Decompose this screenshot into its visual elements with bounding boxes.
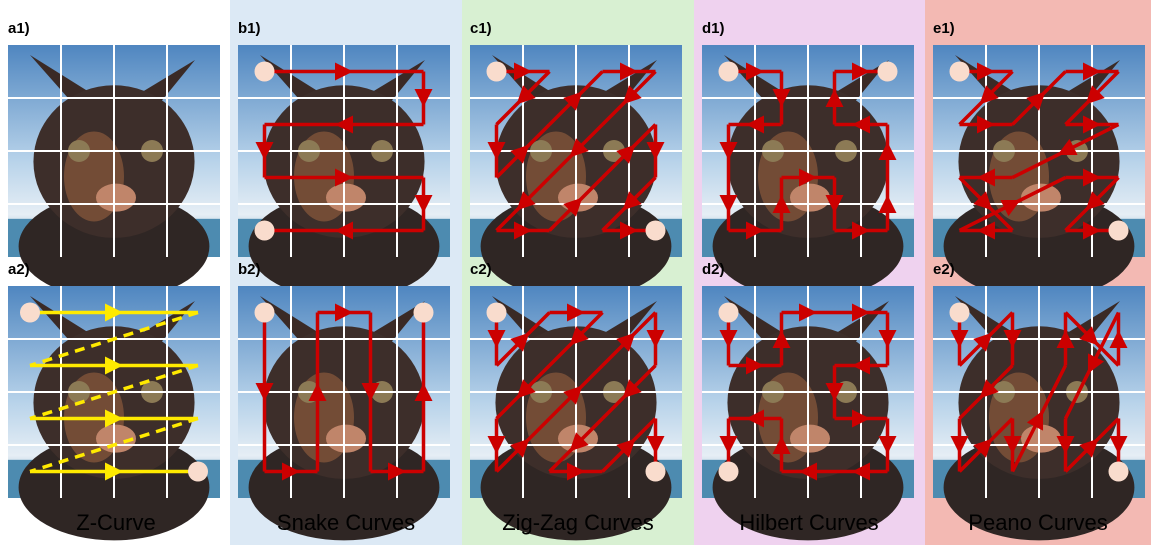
cat-nose bbox=[790, 184, 830, 212]
column-caption: Hilbert Curves bbox=[739, 510, 878, 535]
endpoint bbox=[646, 462, 666, 482]
endpoint bbox=[20, 303, 40, 323]
panel-label: a1) bbox=[8, 20, 30, 37]
endpoint bbox=[1109, 221, 1129, 241]
cat-nose bbox=[96, 184, 136, 212]
endpoint bbox=[719, 62, 739, 82]
cat-nose bbox=[790, 425, 830, 453]
column-caption: Zig-Zag Curves bbox=[502, 510, 654, 535]
column-caption: Snake Curves bbox=[277, 510, 415, 535]
panel-label: a2) bbox=[8, 261, 30, 278]
image-panel: b2) bbox=[238, 261, 450, 540]
endpoint bbox=[646, 221, 666, 241]
column-caption: Z-Curve bbox=[76, 510, 155, 535]
endpoint bbox=[950, 62, 970, 82]
endpoint bbox=[719, 462, 739, 482]
endpoint bbox=[255, 303, 275, 323]
image-panel: d1) bbox=[702, 20, 914, 299]
endpoint bbox=[487, 303, 507, 323]
panel-label: d1) bbox=[702, 20, 725, 37]
panel-label: e2) bbox=[933, 261, 955, 278]
endpoint bbox=[878, 62, 898, 82]
endpoint bbox=[188, 462, 208, 482]
panel-label: e1) bbox=[933, 20, 955, 37]
panel-label: c1) bbox=[470, 20, 492, 37]
image-panel: c1) bbox=[470, 20, 682, 299]
image-panel: c2) bbox=[470, 261, 682, 540]
endpoint bbox=[1109, 462, 1129, 482]
image-panel: e2) bbox=[933, 261, 1145, 540]
image-panel: a2) bbox=[8, 261, 220, 540]
endpoint bbox=[487, 62, 507, 82]
cat-nose bbox=[326, 184, 366, 212]
image-panel: b1) bbox=[238, 20, 450, 299]
panel-label: c2) bbox=[470, 261, 492, 278]
image-panel: e1) bbox=[933, 20, 1145, 299]
image-panel: a1) bbox=[8, 20, 220, 299]
panel-label: d2) bbox=[702, 261, 725, 278]
endpoint bbox=[719, 303, 739, 323]
image-panel: d2) bbox=[702, 261, 914, 540]
panel-label: b1) bbox=[238, 20, 261, 37]
endpoint bbox=[255, 221, 275, 241]
endpoint bbox=[255, 62, 275, 82]
endpoint bbox=[414, 303, 434, 323]
cat-nose bbox=[326, 425, 366, 453]
figure: a1) a2) Z-Curve b1) b2) Snake Curves c1) c2) Zig… bbox=[0, 0, 1151, 545]
column-caption: Peano Curves bbox=[968, 510, 1107, 535]
endpoint bbox=[950, 303, 970, 323]
panel-label: b2) bbox=[238, 261, 261, 278]
